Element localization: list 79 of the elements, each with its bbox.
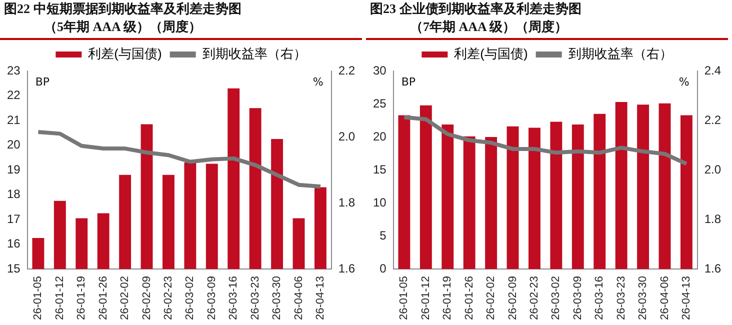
bar xyxy=(398,115,410,269)
x-tick-label: 26-03-30 xyxy=(637,276,650,320)
x-tick-label: 26-03-09 xyxy=(572,276,584,320)
x-tick-label: 26-03-09 xyxy=(206,276,218,320)
bar xyxy=(572,124,584,269)
y2-tick-label: 2.4 xyxy=(704,63,722,78)
y-tick-label: 10 xyxy=(372,195,387,210)
y2-tick-label: 1.6 xyxy=(704,261,722,276)
x-tick-label: 26-04-13 xyxy=(680,276,692,320)
bar xyxy=(594,114,606,269)
y-tick-label: 30 xyxy=(372,63,387,78)
y-tick-label: 19 xyxy=(6,162,21,176)
chart-subtitle: （5年期 AAA 级）（周度） xyxy=(43,18,202,36)
chart-subtitle: （7年期 AAA 级）（周度） xyxy=(409,18,568,36)
y-tick-label: 20 xyxy=(6,138,21,152)
x-tick-label: 26-02-23 xyxy=(528,276,541,320)
bar xyxy=(485,136,498,269)
x-tick-label: 26-02-09 xyxy=(140,276,153,320)
legend-label: 利差(与国债) xyxy=(454,46,528,62)
annotation: BP xyxy=(401,75,416,88)
bar xyxy=(615,102,628,269)
bar xyxy=(528,128,540,269)
annotation: % xyxy=(312,75,324,88)
x-tick-label: 26-04-06 xyxy=(292,276,305,320)
x-tick-label: 26-01-26 xyxy=(463,276,476,320)
y2-tick-label: 1.8 xyxy=(704,212,722,226)
y2-tick-label: 2.0 xyxy=(704,162,722,176)
x-tick-label: 26-01-05 xyxy=(398,276,410,320)
bar xyxy=(637,104,650,269)
y-tick-label: 23 xyxy=(6,63,21,78)
bar xyxy=(658,103,671,269)
legend-label: 到期收益率（右） xyxy=(202,46,306,62)
x-tick-label: 26-01-05 xyxy=(32,276,44,320)
bar xyxy=(506,126,519,269)
y-tick-label: 15 xyxy=(6,261,21,276)
y-tick-label: 22 xyxy=(6,88,21,102)
bar xyxy=(680,115,692,269)
annotation: BP xyxy=(35,75,50,88)
x-tick-label: 26-02-23 xyxy=(162,276,175,320)
legend-label: 利差(与国债) xyxy=(88,46,162,62)
y-tick-label: 20 xyxy=(372,129,387,144)
x-tick-label: 26-02-02 xyxy=(485,276,498,320)
y-tick-label: 5 xyxy=(380,228,387,242)
y-tick-label: 16 xyxy=(6,236,21,251)
bar xyxy=(463,136,476,269)
x-tick-label: 26-03-30 xyxy=(271,276,284,320)
x-tick-label: 26-02-02 xyxy=(119,276,132,320)
bar xyxy=(550,122,562,269)
y2-tick-label: 2.2 xyxy=(704,112,722,127)
y-tick-label: 18 xyxy=(6,187,21,202)
y2-tick-label: 2.0 xyxy=(338,129,356,144)
x-tick-label: 26-01-26 xyxy=(97,276,110,320)
annotation: % xyxy=(678,75,690,88)
x-tick-label: 26-03-02 xyxy=(550,276,562,320)
x-tick-label: 26-04-13 xyxy=(314,276,326,320)
y-tick-label: 21 xyxy=(6,112,21,127)
x-tick-label: 26-01-19 xyxy=(442,276,454,320)
y2-tick-label: 1.8 xyxy=(338,195,356,210)
y-tick-label: 17 xyxy=(6,212,21,226)
x-tick-label: 26-03-02 xyxy=(184,276,196,320)
chart-title: 图23 企业债到期收益率及利差走势图 xyxy=(369,0,582,18)
x-tick-label: 26-03-16 xyxy=(594,276,606,320)
x-tick-label: 26-04-06 xyxy=(658,276,671,320)
x-tick-label: 26-01-19 xyxy=(76,276,88,320)
x-tick-label: 26-01-12 xyxy=(54,276,66,320)
legend-label: 到期收益率（右） xyxy=(568,46,672,62)
y2-tick-label: 1.6 xyxy=(338,261,356,276)
chart-title: 图22 中短期票据到期收益率及利差走势图 xyxy=(3,0,242,18)
bar xyxy=(420,105,432,269)
x-tick-label: 26-01-12 xyxy=(420,276,432,320)
y-tick-label: 0 xyxy=(380,261,387,276)
y2-tick-label: 2.2 xyxy=(338,63,356,78)
x-tick-label: 26-03-23 xyxy=(249,276,262,320)
bar xyxy=(442,124,454,269)
y-tick-label: 25 xyxy=(372,96,387,110)
x-tick-label: 26-03-16 xyxy=(228,276,240,320)
y-tick-label: 15 xyxy=(372,162,387,176)
x-tick-label: 26-02-09 xyxy=(506,276,519,320)
x-tick-label: 26-03-23 xyxy=(615,276,628,320)
